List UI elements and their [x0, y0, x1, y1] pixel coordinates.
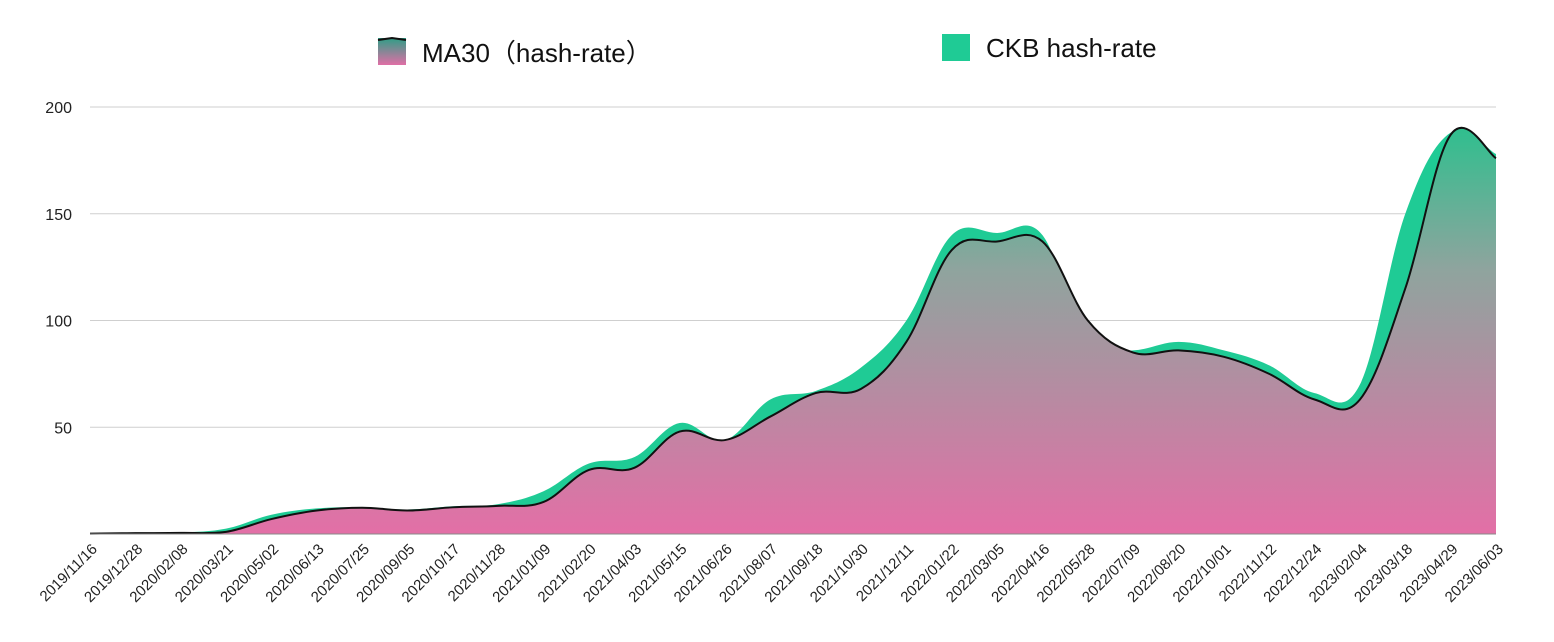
legend-item-ckb[interactable]: CKB hash-rate: [942, 33, 1157, 63]
y-tick-label: 150: [45, 207, 72, 224]
legend-item-ma30[interactable]: MA30（hash-rate）: [377, 36, 652, 68]
y-tick-label: 200: [45, 100, 72, 117]
series-areas: [89, 126, 1497, 535]
legend-label-ma30: MA30（hash-rate）: [422, 38, 652, 68]
y-tick-label: 50: [54, 420, 72, 437]
legend-swatch-ckb: [942, 34, 970, 61]
x-axis-ticks: 2019/11/162019/12/282020/02/082020/03/21…: [37, 541, 1507, 606]
series-area-ma30: [90, 127, 1496, 534]
y-tick-label: 100: [45, 314, 72, 331]
legend-label-ckb: CKB hash-rate: [986, 33, 1157, 63]
legend: MA30（hash-rate） CKB hash-rate: [377, 33, 1157, 68]
y-axis-ticks: 50 100 150 200: [45, 100, 72, 437]
legend-swatch-ma30-line: [377, 36, 407, 41]
legend-swatch-ma30: [378, 38, 406, 65]
series-line-ma30: [89, 126, 1497, 535]
